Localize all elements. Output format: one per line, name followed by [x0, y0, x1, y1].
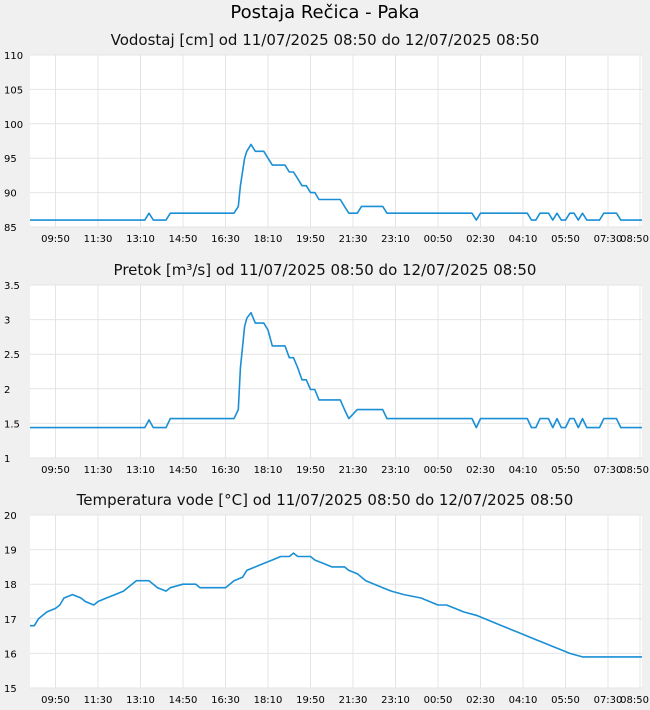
x-tick-label-vodostaj: 08:50 [620, 234, 649, 245]
x-tick-label-pretok: 13:10 [126, 465, 155, 476]
plot-area-temperatura [30, 515, 642, 688]
y-tick-label-temperatura: 18 [4, 580, 17, 591]
x-tick-label-pretok: 00:50 [424, 465, 453, 476]
x-tick-label-pretok: 19:50 [296, 465, 325, 476]
x-tick-label-temperatura: 11:30 [84, 695, 113, 706]
y-tick-label-vodostaj: 105 [4, 85, 23, 96]
x-tick-label-temperatura: 05:50 [551, 695, 580, 706]
y-tick-label-temperatura: 16 [4, 649, 17, 660]
x-tick-label-pretok: 11:30 [84, 465, 113, 476]
x-tick-label-vodostaj: 02:30 [466, 234, 495, 245]
x-tick-label-temperatura: 23:10 [381, 695, 410, 706]
x-tick-label-pretok: 02:30 [466, 465, 495, 476]
y-tick-label-vodostaj: 110 [4, 51, 23, 62]
x-tick-label-vodostaj: 05:50 [551, 234, 580, 245]
x-tick-label-pretok: 14:50 [169, 465, 198, 476]
x-tick-label-vodostaj: 00:50 [424, 234, 453, 245]
x-tick-label-vodostaj: 07:30 [594, 234, 623, 245]
y-tick-label-temperatura: 19 [4, 546, 17, 557]
x-tick-label-vodostaj: 19:50 [296, 234, 325, 245]
chart-title-pretok: Pretok [m³/s] od 11/07/2025 08:50 do 12/… [113, 261, 537, 279]
x-tick-label-temperatura: 19:50 [296, 695, 325, 706]
y-tick-label-pretok: 1.5 [4, 419, 20, 430]
page-title: Postaja Rečica - Paka [230, 2, 420, 23]
chart-title-vodostaj: Vodostaj [cm] od 11/07/2025 08:50 do 12/… [110, 31, 540, 49]
plot-area-pretok [30, 285, 642, 458]
y-tick-label-temperatura: 15 [4, 684, 17, 695]
series-line-vodostaj [30, 143, 642, 221]
chart-title-temperatura: Temperatura vode [°C] od 11/07/2025 08:5… [76, 491, 574, 509]
x-tick-label-vodostaj: 11:30 [84, 234, 113, 245]
series-line-temperatura [30, 552, 642, 658]
x-tick-label-pretok: 18:10 [254, 465, 283, 476]
x-tick-label-temperatura: 21:30 [339, 695, 368, 706]
y-tick-label-pretok: 1 [4, 454, 10, 465]
plot-area-vodostaj [30, 55, 642, 227]
y-tick-label-pretok: 2.5 [4, 350, 20, 361]
x-tick-label-pretok: 08:50 [620, 465, 649, 476]
y-tick-label-vodostaj: 100 [4, 120, 23, 131]
x-tick-label-vodostaj: 14:50 [169, 234, 198, 245]
series-line-pretok [30, 311, 642, 429]
x-tick-label-pretok: 04:10 [509, 465, 538, 476]
x-tick-label-vodostaj: 09:50 [41, 234, 70, 245]
x-tick-label-vodostaj: 23:10 [381, 234, 410, 245]
x-tick-label-vodostaj: 21:30 [339, 234, 368, 245]
y-tick-label-pretok: 2 [4, 385, 10, 396]
x-tick-label-vodostaj: 16:30 [211, 234, 240, 245]
x-tick-label-temperatura: 14:50 [169, 695, 198, 706]
x-tick-label-temperatura: 02:30 [466, 695, 495, 706]
x-tick-label-vodostaj: 13:10 [126, 234, 155, 245]
x-tick-label-pretok: 23:10 [381, 465, 410, 476]
x-tick-label-temperatura: 16:30 [211, 695, 240, 706]
x-tick-label-pretok: 21:30 [339, 465, 368, 476]
x-tick-label-vodostaj: 04:10 [509, 234, 538, 245]
y-tick-label-temperatura: 20 [4, 511, 17, 522]
y-tick-label-pretok: 3.5 [4, 281, 20, 292]
x-tick-label-temperatura: 18:10 [254, 695, 283, 706]
y-tick-label-temperatura: 17 [4, 615, 17, 626]
x-tick-label-temperatura: 00:50 [424, 695, 453, 706]
x-tick-label-temperatura: 07:30 [594, 695, 623, 706]
x-tick-label-temperatura: 13:10 [126, 695, 155, 706]
x-tick-label-pretok: 09:50 [41, 465, 70, 476]
y-tick-label-vodostaj: 85 [4, 223, 17, 234]
x-tick-label-temperatura: 04:10 [509, 695, 538, 706]
x-tick-label-pretok: 07:30 [594, 465, 623, 476]
y-tick-label-vodostaj: 95 [4, 154, 17, 165]
x-tick-label-temperatura: 08:50 [620, 695, 649, 706]
y-tick-label-pretok: 3 [4, 316, 10, 327]
x-tick-label-pretok: 16:30 [211, 465, 240, 476]
x-tick-label-vodostaj: 18:10 [254, 234, 283, 245]
x-tick-label-pretok: 05:50 [551, 465, 580, 476]
x-tick-label-temperatura: 09:50 [41, 695, 70, 706]
y-tick-label-vodostaj: 90 [4, 189, 17, 200]
